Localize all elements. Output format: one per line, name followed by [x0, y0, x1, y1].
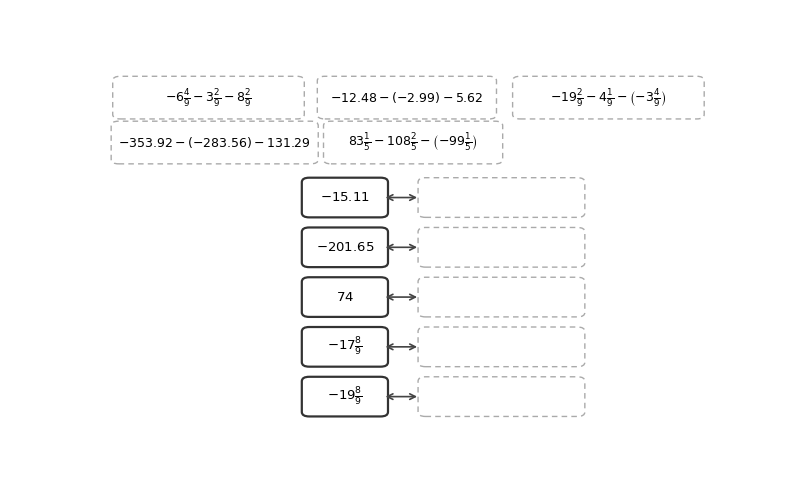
Text: $-19\frac{8}{9}$: $-19\frac{8}{9}$ [327, 385, 363, 408]
FancyBboxPatch shape [113, 76, 304, 119]
FancyBboxPatch shape [302, 327, 388, 366]
FancyBboxPatch shape [418, 178, 585, 217]
Text: $-12.48-(-2.99)-5.62$: $-12.48-(-2.99)-5.62$ [330, 90, 484, 105]
Text: $-15.11$: $-15.11$ [320, 191, 370, 204]
Text: $-353.92-(-283.56)-131.29$: $-353.92-(-283.56)-131.29$ [118, 135, 311, 150]
FancyBboxPatch shape [323, 121, 502, 164]
Text: $-17\frac{8}{9}$: $-17\frac{8}{9}$ [327, 336, 363, 358]
FancyBboxPatch shape [318, 76, 497, 119]
FancyBboxPatch shape [418, 327, 585, 366]
Text: $83\frac{1}{5}-108\frac{2}{5}-\left(-99\frac{1}{5}\right)$: $83\frac{1}{5}-108\frac{2}{5}-\left(-99\… [348, 132, 478, 154]
FancyBboxPatch shape [302, 227, 388, 267]
FancyBboxPatch shape [513, 76, 704, 119]
FancyBboxPatch shape [418, 277, 585, 317]
Text: $-19\frac{2}{9}-4\frac{1}{9}-\left(-3\frac{4}{9}\right)$: $-19\frac{2}{9}-4\frac{1}{9}-\left(-3\fr… [550, 87, 666, 108]
FancyBboxPatch shape [418, 227, 585, 267]
Text: $-6\frac{4}{9}-3\frac{2}{9}-8\frac{2}{9}$: $-6\frac{4}{9}-3\frac{2}{9}-8\frac{2}{9}… [165, 87, 252, 108]
FancyBboxPatch shape [302, 377, 388, 417]
Text: $-201.65$: $-201.65$ [316, 241, 374, 254]
FancyBboxPatch shape [111, 121, 318, 164]
Text: $74$: $74$ [336, 291, 354, 304]
FancyBboxPatch shape [302, 178, 388, 217]
FancyBboxPatch shape [418, 377, 585, 417]
FancyBboxPatch shape [302, 277, 388, 317]
